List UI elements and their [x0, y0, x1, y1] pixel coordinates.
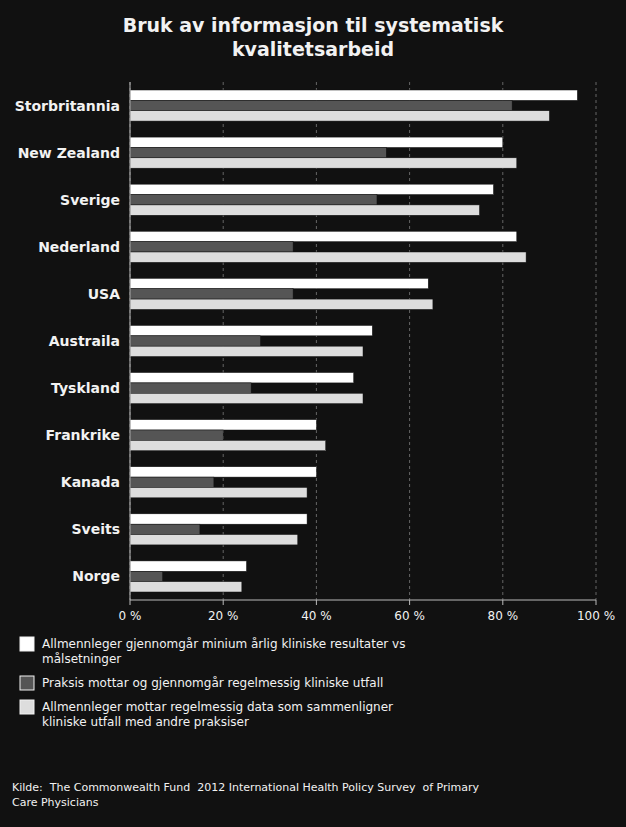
bar	[130, 477, 214, 487]
tick-mark	[502, 600, 503, 605]
legend-swatch	[20, 637, 34, 651]
tick-mark	[316, 600, 317, 605]
bar	[130, 383, 251, 393]
category-label: Storbritannia	[15, 98, 120, 114]
category-label: Norge	[72, 568, 120, 584]
tick-label: 80 %	[488, 609, 519, 623]
category-label: Sveits	[71, 521, 120, 537]
grid-line	[596, 82, 597, 600]
bar	[130, 393, 363, 403]
bar	[130, 440, 326, 450]
text-line: Care Physicians	[12, 796, 99, 809]
legend: Allmennleger gjennomgår minium årlig kli…	[20, 637, 405, 729]
bar	[130, 299, 433, 309]
tick-label: 20 %	[208, 609, 239, 623]
category-label: Sverige	[60, 192, 120, 208]
bars	[130, 90, 577, 592]
category-label: Tyskland	[51, 380, 120, 396]
text-line: kliniske utfall med andre praksiser	[42, 715, 249, 729]
grid-line	[130, 82, 131, 600]
bar	[130, 100, 512, 110]
bar	[130, 242, 293, 252]
bar	[130, 205, 480, 215]
bar	[130, 231, 517, 241]
bar	[130, 346, 363, 356]
bar	[130, 571, 163, 581]
title: Bruk av informasjon til systematiskkvali…	[123, 14, 504, 60]
bar	[130, 430, 223, 440]
category-label: New Zealand	[18, 145, 120, 161]
bar	[130, 111, 549, 121]
legend-label: Praksis mottar og gjennomgår regelmessig…	[42, 676, 383, 690]
tick-label: 0 %	[119, 609, 142, 623]
category-label: USA	[88, 286, 120, 302]
category-label: Kanada	[61, 474, 120, 490]
category-label: Nederland	[38, 239, 120, 255]
tick-label: 40 %	[301, 609, 332, 623]
bar	[130, 278, 428, 288]
legend-label: Allmennleger gjennomgår minium årlig kli…	[42, 637, 405, 666]
text-line: målsetninger	[42, 652, 121, 666]
text-line: Praksis mottar og gjennomgår regelmessig…	[42, 676, 383, 690]
bar	[130, 147, 386, 157]
tick-mark	[409, 600, 410, 605]
bar	[130, 158, 517, 168]
category-label: Frankrike	[46, 427, 120, 443]
bar	[130, 184, 493, 194]
tick-label: 100 %	[577, 609, 615, 623]
text-line: Kilde: The Commonwealth Fund 2012 Intern…	[12, 781, 480, 794]
tick-label: 60 %	[394, 609, 425, 623]
text-line: Bruk av informasjon til systematisk	[123, 14, 504, 36]
text-line: Allmennleger gjennomgår minium årlig kli…	[42, 637, 405, 651]
bar	[130, 524, 200, 534]
source: Kilde: The Commonwealth Fund 2012 Intern…	[12, 781, 480, 809]
background	[0, 0, 626, 827]
bar	[130, 195, 377, 205]
bar	[130, 561, 247, 571]
bar	[130, 514, 307, 524]
legend-swatch	[20, 700, 34, 714]
text-line: kvalitetsarbeid	[232, 38, 394, 60]
bar	[130, 90, 577, 100]
tick-mark	[223, 600, 224, 605]
x-axis	[130, 600, 596, 601]
tick-mark	[596, 600, 597, 605]
bar	[130, 137, 503, 147]
tick-mark	[130, 600, 131, 605]
bar	[130, 535, 298, 545]
text-line: Allmennleger mottar regelmessig data som…	[42, 700, 393, 714]
chart: Bruk av informasjon til systematiskkvali…	[0, 0, 626, 827]
grid	[130, 82, 596, 600]
bar	[130, 373, 354, 383]
legend-label: Allmennleger mottar regelmessig data som…	[42, 700, 393, 729]
legend-swatch	[20, 676, 34, 690]
bar	[130, 252, 526, 262]
category-label: Austraila	[49, 333, 120, 349]
bar	[130, 467, 316, 477]
bar	[130, 487, 307, 497]
bar	[130, 289, 293, 299]
bar	[130, 420, 316, 430]
bar	[130, 336, 260, 346]
bar	[130, 325, 372, 335]
y-axis	[130, 82, 131, 600]
bar	[130, 582, 242, 592]
